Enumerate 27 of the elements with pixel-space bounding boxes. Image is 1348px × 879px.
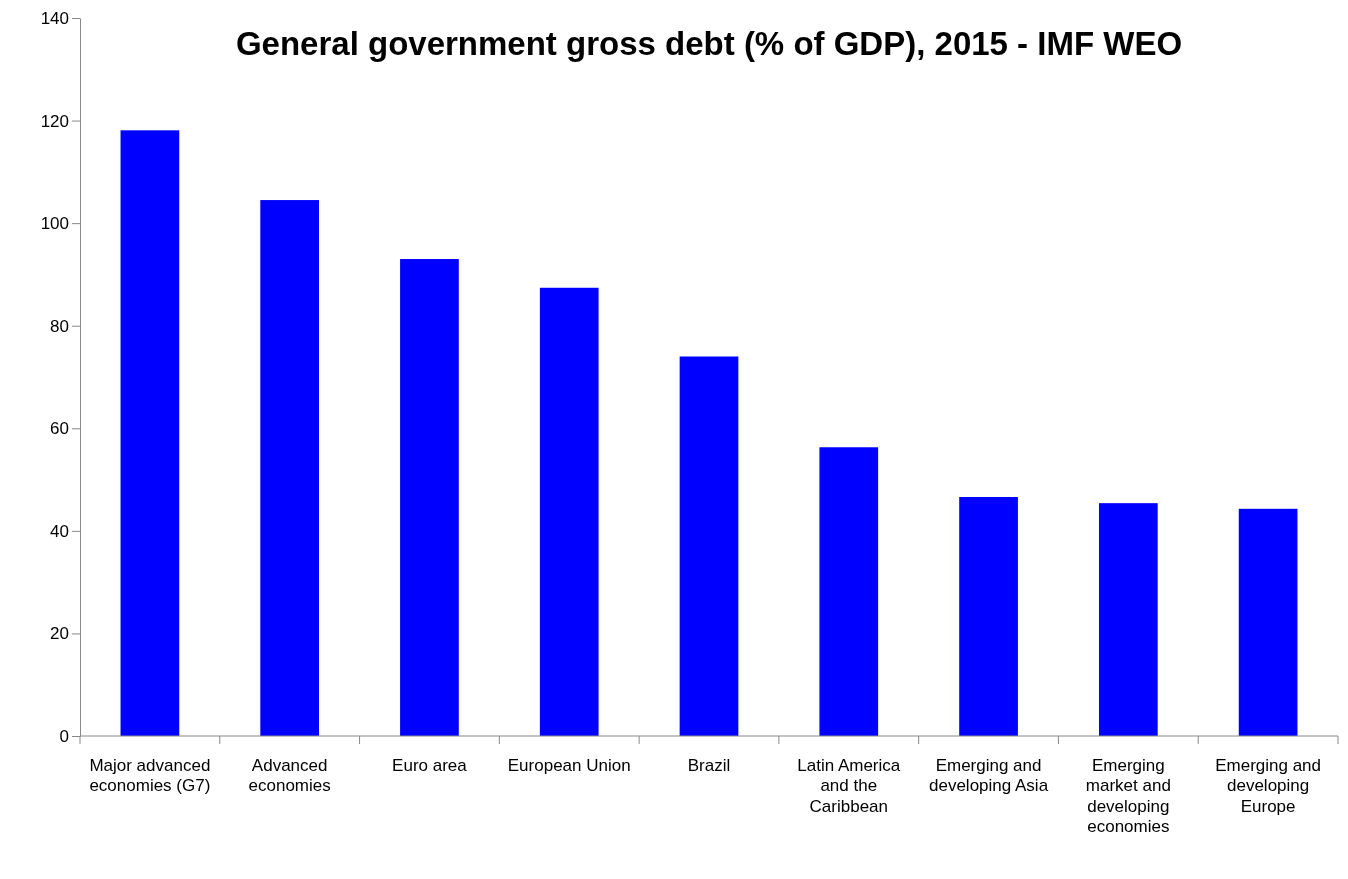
bar	[400, 259, 459, 736]
x-tick-label: Euro area	[392, 756, 468, 775]
y-tick-label: 80	[50, 316, 69, 336]
x-tick-label: Major advanced economies (G7)	[89, 756, 211, 796]
bar	[1098, 503, 1158, 736]
x-tick-label: Latin America and the Caribbean	[797, 756, 901, 816]
bar	[1238, 508, 1298, 736]
bar	[120, 130, 180, 736]
y-tick-label: 140	[40, 8, 69, 28]
bar	[679, 356, 739, 736]
x-tick-label: Emerging and developing Asia	[929, 756, 1049, 796]
x-tick-label: Brazil	[687, 756, 731, 775]
x-tick-label: Advanced economies	[248, 756, 331, 796]
x-tick-label: Emerging and developing Europe	[1215, 756, 1322, 816]
bar	[260, 200, 320, 736]
y-tick-label: 20	[50, 624, 69, 644]
bar	[539, 287, 599, 736]
x-tick-label: European Union	[507, 756, 631, 775]
y-tick-label: 100	[40, 214, 69, 234]
y-tick-label: 60	[50, 419, 69, 439]
bar	[959, 497, 1018, 736]
y-tick-label: 40	[50, 521, 69, 541]
x-tick-label: Emerging market and developing economies	[1085, 756, 1171, 837]
y-tick-label: 0	[59, 726, 69, 746]
y-tick-label: 120	[40, 111, 69, 131]
bar	[819, 447, 879, 736]
chart-title: General government gross debt (% of GDP), 2015 - IMF WEO	[235, 25, 1183, 62]
